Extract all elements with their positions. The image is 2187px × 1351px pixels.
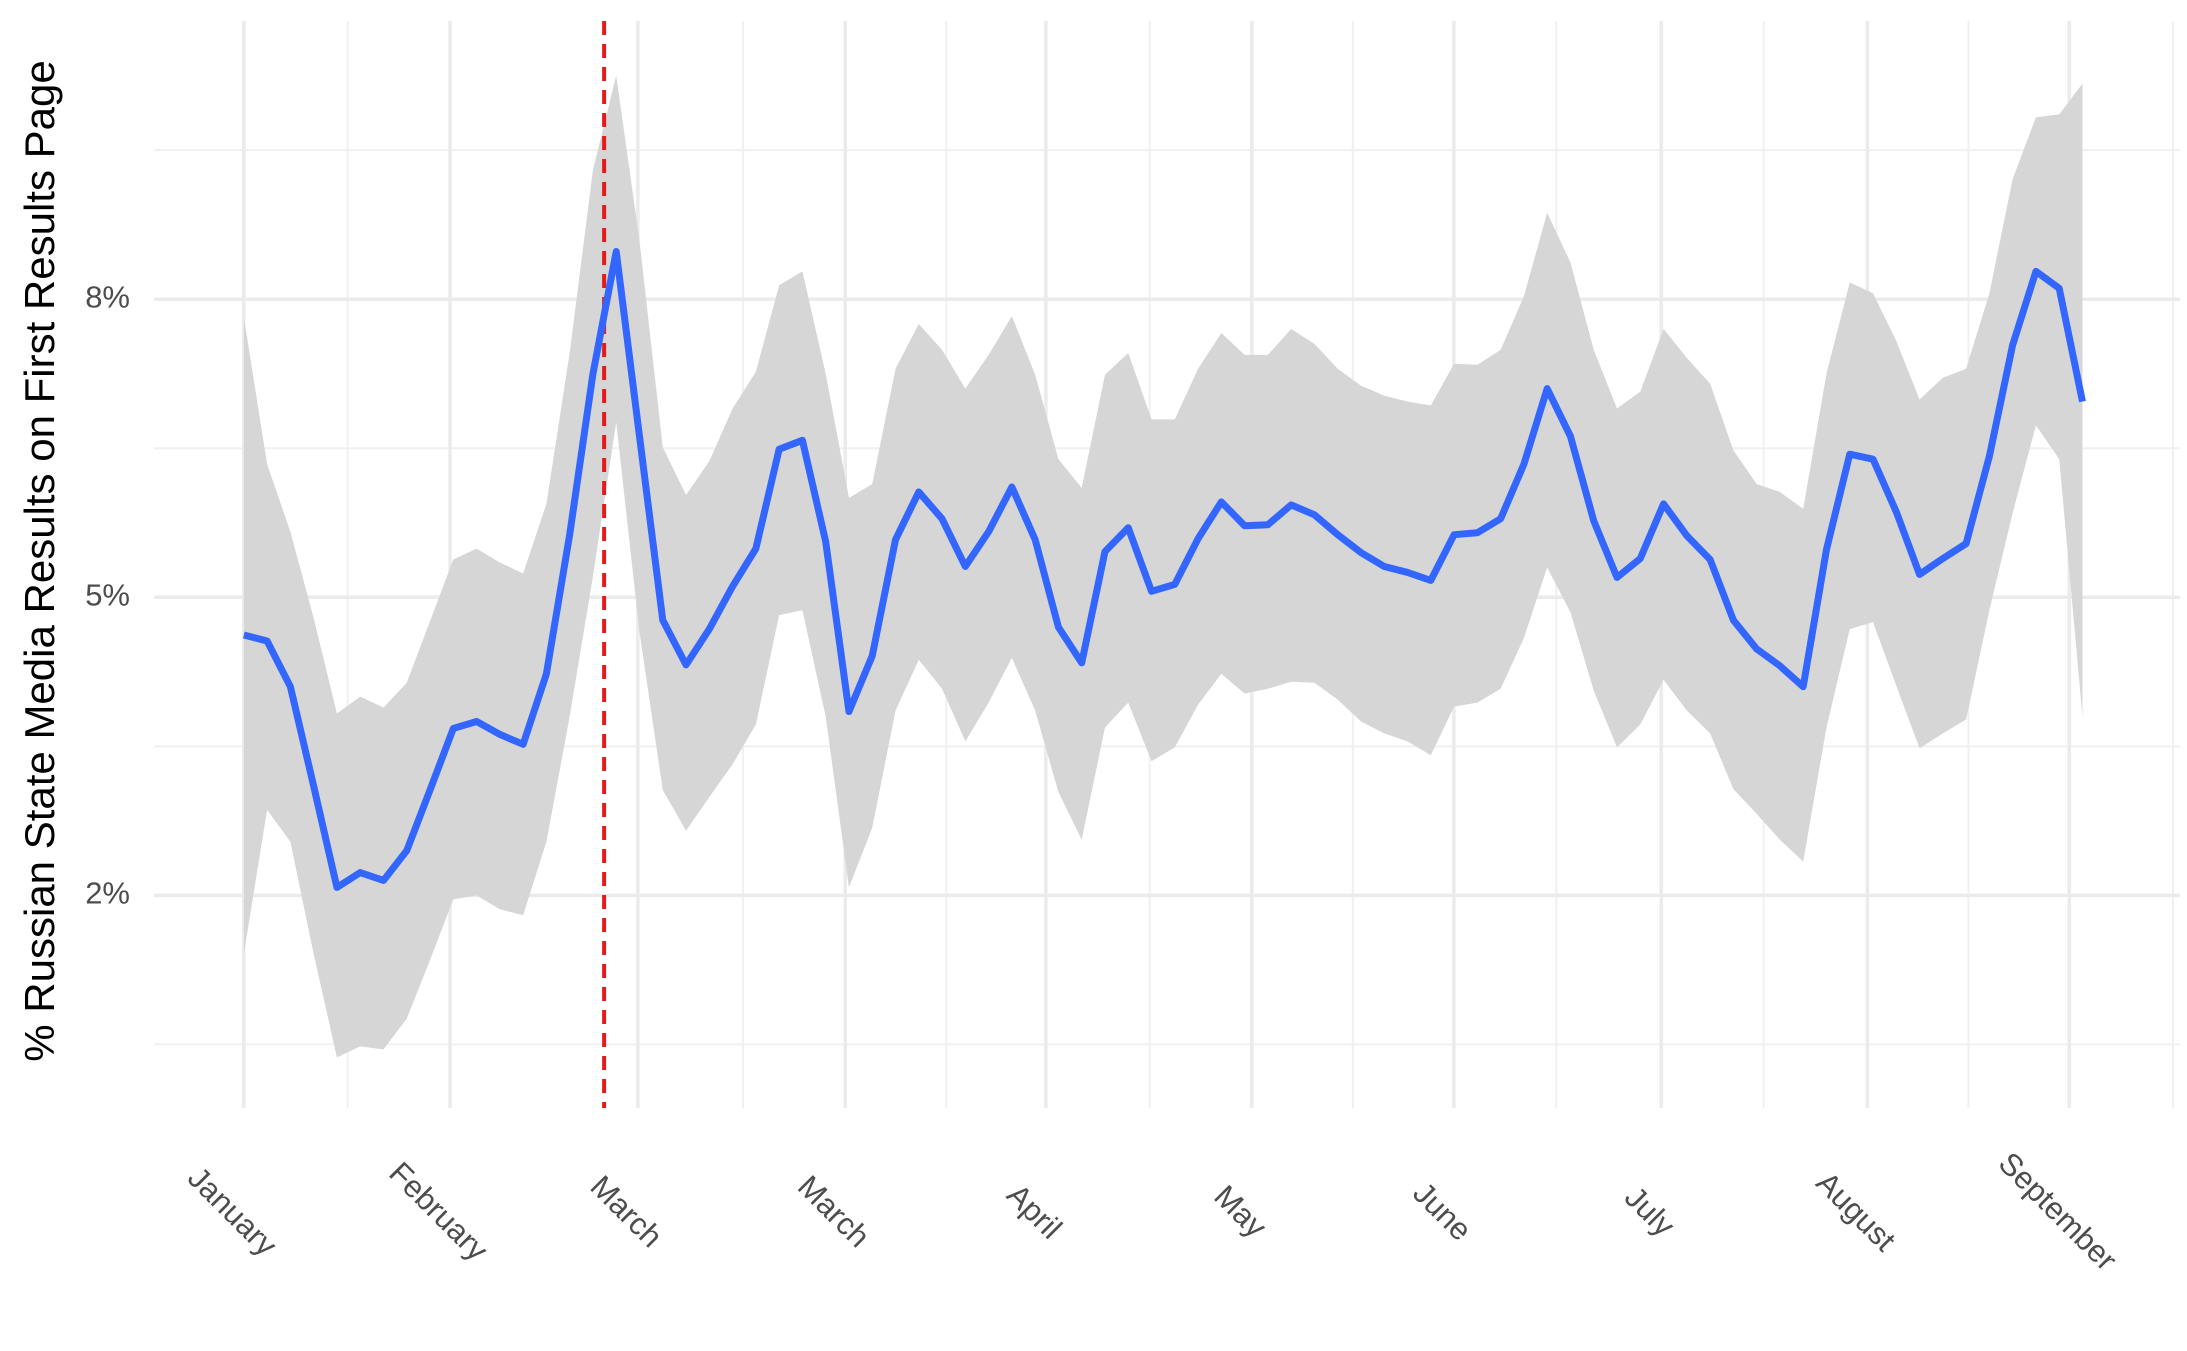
x-tick-label: August <box>1810 1165 1903 1258</box>
x-tick-label: March <box>791 1169 877 1255</box>
y-axis-title: % Russian State Media Results on First R… <box>16 60 63 1061</box>
y-tick-label: 5% <box>85 577 130 612</box>
y-tick-label: 8% <box>85 279 130 314</box>
x-tick-label: April <box>1000 1177 1069 1246</box>
x-tick-label: July <box>1618 1179 1682 1243</box>
x-tick-label: June <box>1406 1175 1478 1247</box>
x-tick-label: May <box>1207 1178 1274 1245</box>
x-tick-label: March <box>584 1169 670 1255</box>
x-tick-label: September <box>1992 1145 2124 1277</box>
x-tick-label: January <box>181 1160 284 1263</box>
y-tick-label: 2% <box>85 876 130 911</box>
series-line <box>242 248 2086 891</box>
confidence-band <box>243 75 2083 1058</box>
x-tick-label: February <box>382 1155 495 1268</box>
